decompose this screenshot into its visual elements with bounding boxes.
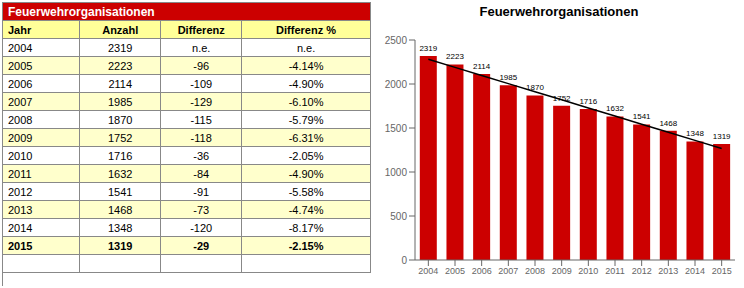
html-text:2007: 2007 — [8, 96, 33, 108]
html-text:2319: 2319 — [108, 42, 133, 54]
html-text:1468: 1468 — [108, 204, 133, 216]
html-text:2005: 2005 — [8, 60, 33, 72]
html-text:1348: 1348 — [108, 222, 133, 234]
svg-text:1468: 1468 — [659, 119, 677, 128]
html-text:-4.90%: -4.90% — [288, 168, 324, 180]
html-text:1319: 1319 — [108, 240, 133, 252]
html-text:-4.90%: -4.90% — [288, 78, 324, 90]
html-text:-6.31%: -6.31% — [288, 132, 324, 144]
svg-text:2223: 2223 — [446, 52, 464, 61]
html-text:2013: 2013 — [8, 204, 33, 216]
html-text:1985: 1985 — [108, 96, 133, 108]
html-text:2014: 2014 — [8, 222, 33, 234]
html-text:-5.79%: -5.79% — [288, 114, 324, 126]
svg-text:1319: 1319 — [713, 132, 731, 141]
html-text:2009: 2009 — [8, 132, 33, 144]
html-text:2012: 2012 — [8, 186, 33, 198]
html-text:1716: 1716 — [108, 150, 133, 162]
svg-text:2005: 2005 — [445, 266, 465, 276]
svg-text:1716: 1716 — [579, 97, 597, 106]
svg-text:1500: 1500 — [385, 123, 408, 134]
svg-text:0: 0 — [401, 255, 407, 266]
html-text:1870: 1870 — [108, 114, 133, 126]
html-text:-115: -115 — [190, 114, 212, 126]
html-text:-6.10%: -6.10% — [288, 96, 324, 108]
svg-text:1870: 1870 — [526, 83, 544, 92]
svg-text:2010: 2010 — [578, 266, 598, 276]
html-text:-120: -120 — [190, 222, 213, 234]
html-text:1752: 1752 — [108, 132, 133, 144]
html-text:-4.14%: -4.14% — [288, 60, 324, 72]
html-text:-8.17%: -8.17% — [288, 222, 324, 234]
html-text:2011: 2011 — [8, 168, 32, 180]
html-text:Anzahl: Anzahl — [102, 24, 139, 36]
html-text:2004: 2004 — [8, 42, 33, 54]
svg-text:2319: 2319 — [419, 44, 437, 53]
svg-text:2500: 2500 — [385, 35, 408, 46]
svg-text:2009: 2009 — [552, 266, 572, 276]
svg-text:2015: 2015 — [712, 266, 732, 276]
svg-text:1348: 1348 — [686, 129, 704, 138]
html-text:-2.15%: -2.15% — [288, 240, 324, 252]
html-text:Feuerwehrorganisationen: Feuerwehrorganisationen — [479, 4, 639, 19]
svg-text:2011: 2011 — [605, 266, 624, 276]
html-text:-2.05%: -2.05% — [288, 150, 324, 162]
html-text:1541: 1541 — [108, 186, 133, 198]
html-text:Jahr: Jahr — [8, 24, 32, 36]
html-text:-4.74%: -4.74% — [288, 204, 324, 216]
html-text:-109: -109 — [190, 78, 213, 90]
html-text:-29: -29 — [193, 240, 210, 252]
html-text:Differenz: Differenz — [177, 24, 225, 36]
html-text:n.e.: n.e. — [192, 42, 211, 54]
svg-text:2000: 2000 — [385, 79, 408, 90]
html-text:-36: -36 — [193, 150, 210, 162]
svg-text:500: 500 — [390, 211, 407, 222]
html-text:Differenz %: Differenz % — [276, 24, 336, 36]
html-text:-73: -73 — [193, 204, 210, 216]
svg-text:2007: 2007 — [498, 266, 518, 276]
svg-text:2004: 2004 — [418, 266, 438, 276]
svg-text:1000: 1000 — [385, 167, 408, 178]
svg-text:2013: 2013 — [658, 266, 678, 276]
html-text:n.e.: n.e. — [296, 42, 316, 54]
svg-text:2114: 2114 — [473, 62, 491, 71]
html-text:-5.58%: -5.58% — [288, 186, 324, 198]
svg-text:2012: 2012 — [632, 266, 652, 276]
svg-text:1752: 1752 — [553, 94, 571, 103]
html-text:2008: 2008 — [8, 114, 33, 126]
html-text:2223: 2223 — [108, 60, 133, 72]
svg-text:2006: 2006 — [472, 266, 492, 276]
html-text:2114: 2114 — [108, 78, 133, 90]
html-text:-129: -129 — [190, 96, 213, 108]
html-text:-91: -91 — [193, 186, 210, 198]
svg-text:1632: 1632 — [606, 104, 624, 113]
html-text:1632: 1632 — [108, 168, 133, 180]
html-text:-96: -96 — [193, 60, 210, 72]
html-text:2006: 2006 — [8, 78, 33, 90]
svg-text:1985: 1985 — [499, 73, 517, 82]
html-text:2015: 2015 — [8, 240, 33, 252]
html-text:Feuerwehrorganisationen: Feuerwehrorganisationen — [8, 5, 155, 19]
html-text:2010: 2010 — [8, 150, 33, 162]
html-text:-118: -118 — [190, 132, 212, 144]
svg-text:1541: 1541 — [633, 112, 651, 121]
svg-text:2014: 2014 — [685, 266, 705, 276]
html-text:-84: -84 — [193, 168, 210, 180]
svg-text:2008: 2008 — [525, 266, 545, 276]
